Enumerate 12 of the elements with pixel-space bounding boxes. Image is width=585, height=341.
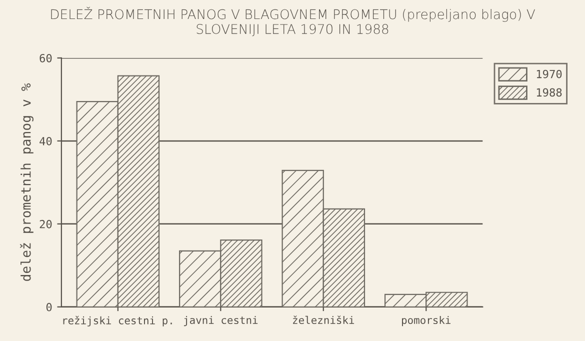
y-tick-label: 60 (40, 54, 52, 62)
y-axis-title: delež prometnih panog v % (20, 83, 34, 281)
y-tick-label: 40 (40, 136, 52, 146)
x-tick-label: režijski cestni p. (63, 316, 172, 326)
legend-label: 1988 (536, 88, 562, 97)
x-tick-label: pomorski (402, 316, 450, 326)
legend-label: 1970 (536, 70, 562, 78)
y-tick-label: 20 (40, 220, 52, 228)
y-tick-label: 0 (46, 302, 52, 312)
x-tick-label: železniški (293, 316, 354, 324)
chart-title: DELEŽ PROMETNIH PANOG V BLAGOVNEM PROMETU (prepeljano blago) V SLOVENIJI LETA 1970 IN 1988 (51, 6, 535, 36)
x-tick-label: javni cestni (184, 316, 258, 326)
